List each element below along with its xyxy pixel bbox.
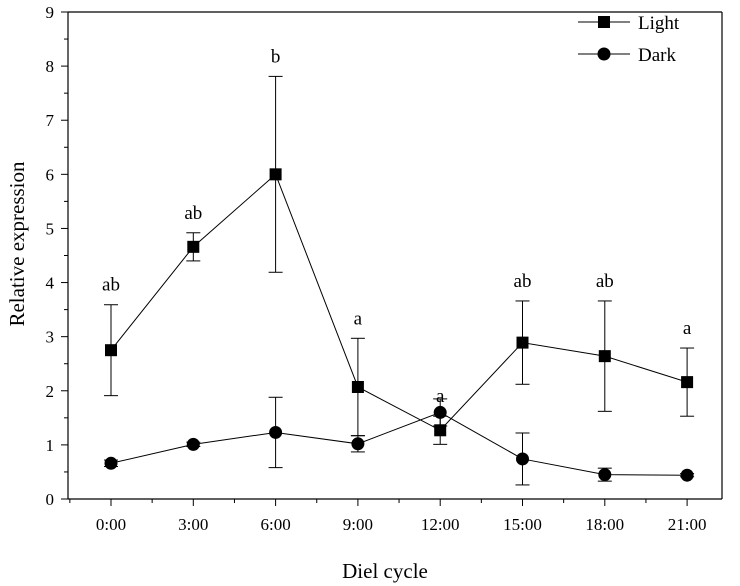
- legend-item-light: Light: [578, 13, 680, 34]
- data-point-light: [187, 240, 200, 253]
- data-point-light: [351, 380, 364, 393]
- y-tick-label: 3: [46, 328, 55, 347]
- data-point-dark: [104, 456, 118, 470]
- significance-label: b: [271, 46, 281, 67]
- significance-label: ab: [596, 271, 614, 292]
- significance-label: a: [436, 386, 445, 407]
- x-axis-title: Diel cycle: [342, 559, 428, 583]
- series-dark: [104, 396, 695, 486]
- series-light: [104, 75, 695, 445]
- legend: Light Dark: [578, 13, 680, 66]
- y-axis-ticks: 0 1 2 3 4 5 6 7 8 9: [46, 3, 68, 509]
- legend-item-dark: Dark: [578, 45, 676, 66]
- significance-label: ab: [514, 271, 532, 292]
- plot-frame: [67, 11, 723, 500]
- x-axis-ticks: 0:00 3:00 6:00 9:00 12:00 15:00 18:00 21:00: [69, 499, 707, 534]
- legend-marker-dark: [597, 47, 611, 61]
- legend-marker-light: [598, 16, 610, 28]
- series-layer: [104, 75, 695, 486]
- data-point-dark: [186, 437, 200, 451]
- y-tick-label: 9: [46, 3, 55, 22]
- significance-label: a: [354, 308, 363, 329]
- data-point-light: [681, 376, 694, 389]
- y-tick-label: 7: [46, 111, 55, 130]
- x-tick-label: 3:00: [178, 515, 208, 534]
- data-point-dark: [433, 405, 447, 419]
- y-tick-label: 1: [46, 436, 55, 455]
- x-tick-label: 12:00: [421, 515, 460, 534]
- x-tick-label: 9:00: [343, 515, 373, 534]
- y-tick-label: 2: [46, 382, 55, 401]
- series-line-light: [110, 173, 688, 431]
- significance-label: a: [683, 318, 692, 339]
- series-line-dark: [110, 411, 688, 476]
- data-point-light: [105, 344, 117, 357]
- data-point-light: [516, 336, 529, 349]
- legend-label-dark: Dark: [638, 45, 676, 66]
- x-tick-label: 0:00: [96, 515, 126, 534]
- data-point-dark: [598, 468, 612, 482]
- x-tick-label: 18:00: [585, 515, 624, 534]
- y-tick-label: 0: [46, 490, 55, 509]
- y-tick-label: 6: [46, 165, 55, 184]
- data-point-dark: [351, 437, 365, 451]
- y-tick-label: 8: [46, 57, 55, 76]
- significance-annotations: ab ab b a a ab ab a: [102, 46, 692, 407]
- data-point-dark: [516, 452, 529, 466]
- data-point-dark: [680, 468, 694, 482]
- legend-label-light: Light: [638, 13, 680, 34]
- data-point-dark: [269, 425, 283, 439]
- x-tick-label: 6:00: [260, 515, 290, 534]
- x-tick-label: 21:00: [668, 515, 707, 534]
- significance-label: ab: [102, 275, 120, 296]
- y-tick-label: 4: [46, 274, 55, 293]
- data-point-light: [434, 424, 447, 437]
- significance-label: ab: [184, 203, 202, 224]
- data-point-light: [598, 350, 611, 363]
- data-point-light: [269, 168, 282, 181]
- y-tick-label: 5: [46, 219, 55, 238]
- x-tick-label: 15:00: [503, 515, 542, 534]
- y-axis-title: Relative expression: [5, 161, 29, 327]
